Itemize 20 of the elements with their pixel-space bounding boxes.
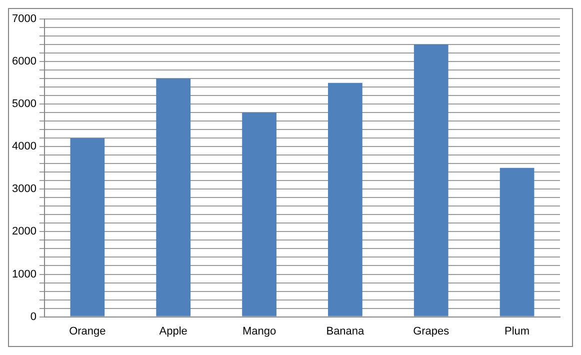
bar	[414, 44, 448, 316]
y-tick-label: 5000	[12, 98, 36, 110]
bar	[242, 112, 276, 316]
y-tick-label: 2000	[12, 226, 36, 238]
bar	[70, 138, 105, 316]
x-tick-label: Orange	[69, 325, 106, 338]
bar	[500, 168, 534, 316]
x-tick-label: Mango	[242, 325, 276, 338]
y-tick-label: 0	[30, 310, 36, 323]
y-tick-label: 3000	[12, 183, 36, 196]
y-tick-label: 4000	[12, 140, 36, 153]
x-tick-label: Plum	[504, 325, 530, 338]
bar	[328, 82, 362, 316]
y-tick-label: 1000	[12, 268, 36, 280]
x-tick-label: Banana	[326, 325, 366, 338]
y-tick-label: 6000	[12, 56, 36, 68]
y-tick-label: 7000	[12, 13, 36, 26]
x-tick-label: Apple	[159, 325, 188, 338]
bar	[156, 78, 191, 316]
x-tick-label: Grapes	[413, 325, 450, 338]
